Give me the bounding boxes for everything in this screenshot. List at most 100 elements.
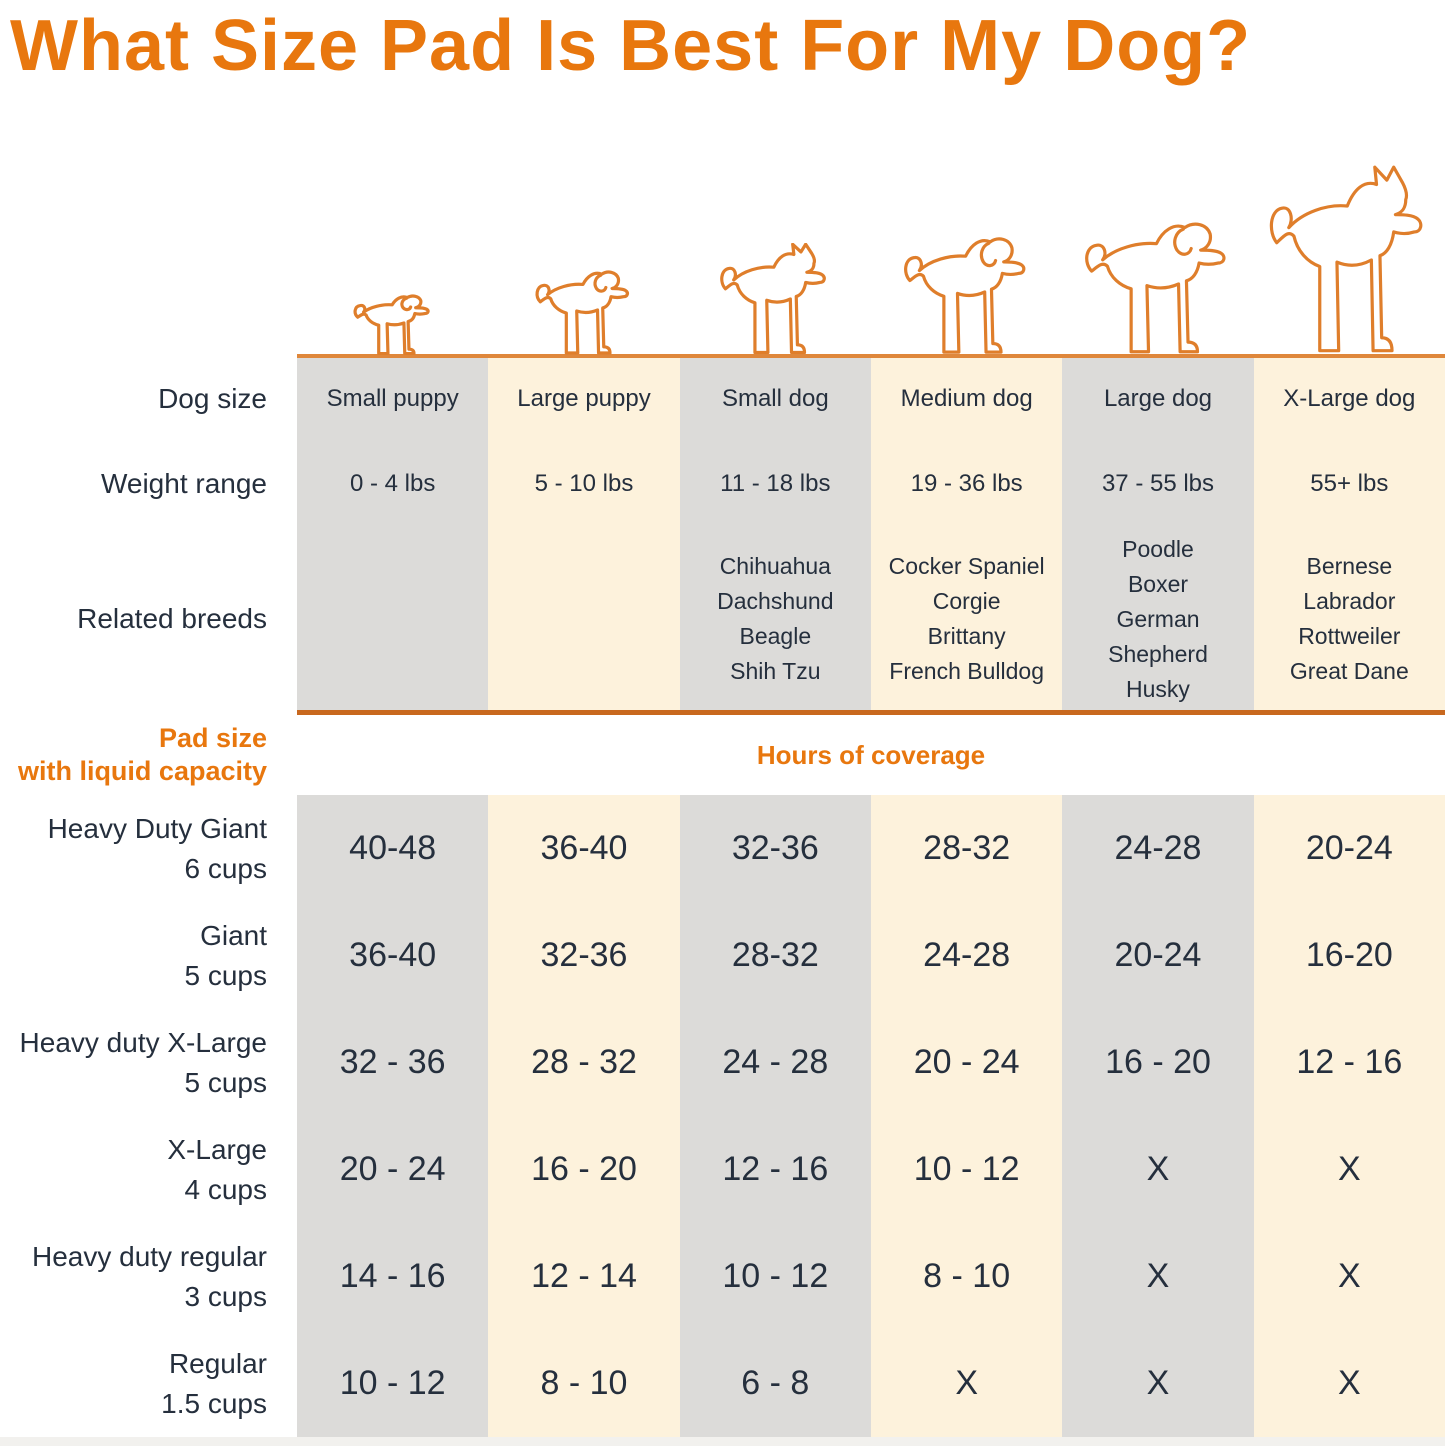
breed: French Bulldog [889, 658, 1044, 684]
hours-cell: 16 - 20 [1062, 1009, 1254, 1116]
dog-size-cell: Small puppy [297, 358, 489, 440]
breeds-cell [488, 528, 680, 710]
breeds-cell [297, 528, 489, 710]
pad-row-label: Heavy Duty Giant 6 cups [0, 795, 297, 902]
xlarge-dog-great-dane-icon [1263, 165, 1435, 355]
breeds-cell: Cocker Spaniel Corgie Brittany French Bu… [870, 528, 1063, 710]
hours-cell: 10 - 12 [297, 1330, 489, 1437]
breed: Cocker Spaniel [888, 553, 1045, 579]
breeds-cell: Poodle Boxer German Shepherd Husky [1062, 528, 1254, 710]
dog-slot [871, 229, 1062, 354]
related-breeds-row-label: Related breeds [0, 528, 297, 710]
page-title: What Size Pad Is Best For My Dog? [10, 6, 1252, 86]
hours-cell: X [1253, 1223, 1445, 1330]
pad-row-label: X-Large 4 cups [0, 1116, 297, 1223]
hours-cell: 8 - 10 [488, 1330, 680, 1437]
weight-range-cell: 11 - 18 lbs [679, 440, 871, 528]
hours-cell: 32-36 [679, 795, 871, 902]
hours-cell: 20-24 [1253, 795, 1445, 902]
dog-baseline [297, 92, 1445, 358]
breed: Chihuahua [719, 553, 831, 579]
hours-cell: 20 - 24 [870, 1009, 1063, 1116]
hours-cell: X [1253, 1116, 1445, 1223]
hours-cell: 8 - 10 [870, 1223, 1063, 1330]
hours-cell: X [1253, 1330, 1445, 1437]
hours-cell: X [870, 1330, 1063, 1437]
hours-cell: 14 - 16 [297, 1223, 489, 1330]
hours-cell: 28-32 [679, 902, 871, 1009]
hours-cell: 36-40 [488, 795, 680, 902]
pad-size-column-header: Pad size with liquid capacity [0, 722, 297, 788]
breed: German [1116, 605, 1200, 632]
hours-cell: 32-36 [488, 902, 680, 1009]
dog-slot [297, 291, 488, 355]
pad-capacity: 5 cups [184, 1066, 268, 1098]
dog-size-cell: Medium dog [870, 358, 1063, 440]
pad-name: Giant [200, 919, 267, 951]
dog-info-section: Dog size Small puppy Large puppy Small d… [0, 358, 1445, 710]
hours-cell: 16-20 [1253, 902, 1445, 1009]
dog-illustrations-row [0, 92, 1445, 358]
divider-line [297, 710, 1445, 715]
breed: Husky [1126, 675, 1190, 702]
pad-capacity: 4 cups [184, 1173, 268, 1205]
small-dog-chihuahua-icon [716, 243, 834, 355]
hours-cell: 20-24 [1062, 902, 1254, 1009]
medium-dog-spaniel-icon [899, 229, 1035, 355]
hours-cell: 24-28 [870, 902, 1063, 1009]
hours-cell: 28-32 [870, 795, 1063, 902]
breed: Labrador [1303, 588, 1396, 614]
weight-range-cell: 5 - 10 lbs [488, 440, 680, 528]
weight-range-row-label: Weight range [0, 440, 297, 528]
breed: Poodle [1122, 535, 1194, 562]
section-divider [0, 710, 1445, 715]
breed: Boxer [1127, 570, 1189, 597]
dog-size-cell: Large dog [1062, 358, 1254, 440]
hours-cell: 12 - 16 [679, 1116, 871, 1223]
breed: Beagle [739, 623, 812, 649]
pad-row-label: Giant 5 cups [0, 902, 297, 1009]
dog-slot [1062, 213, 1253, 354]
pad-name: Heavy Duty Giant [47, 812, 267, 844]
breeds-cell: Bernese Labrador Rottweiler Great Dane [1253, 528, 1445, 710]
hours-cell: 12 - 16 [1253, 1009, 1445, 1116]
pad-capacity: 6 cups [184, 852, 268, 884]
dog-size-cell: X-Large dog [1253, 358, 1445, 440]
title-band: What Size Pad Is Best For My Dog? [0, 0, 1445, 92]
pad-row-label: Regular 1.5 cups [0, 1330, 297, 1437]
hours-cell: 16 - 20 [488, 1116, 680, 1223]
breed: Shih Tzu [730, 658, 821, 684]
pad-name: Heavy duty X-Large [19, 1026, 267, 1058]
hours-cell: 20 - 24 [297, 1116, 489, 1223]
small-puppy-dog-icon [353, 294, 430, 355]
pad-name: Regular [168, 1347, 267, 1379]
hours-cell: 24 - 28 [679, 1009, 871, 1116]
hours-cell: 40-48 [297, 795, 489, 902]
pad-size-header-line1: Pad size [158, 723, 267, 753]
large-puppy-dog-icon [535, 270, 630, 355]
dog-slot [488, 265, 679, 355]
hours-cell: 10 - 12 [679, 1223, 871, 1330]
breed: Brittany [927, 623, 1006, 649]
pad-row-label: Heavy duty X-Large 5 cups [0, 1009, 297, 1116]
pad-size-header-line2: with liquid capacity [17, 756, 267, 786]
coverage-table: Heavy Duty Giant 6 cups 40-48 36-40 32-3… [0, 795, 1445, 1437]
breeds-cell: Chihuahua Dachshund Beagle Shih Tzu [679, 528, 871, 710]
pad-name: Heavy duty regular [31, 1240, 267, 1272]
hours-cell: 12 - 14 [488, 1223, 680, 1330]
pad-row-label: Heavy duty regular 3 cups [0, 1223, 297, 1330]
dog-size-row-label: Dog size [0, 358, 297, 440]
hours-cell: X [1062, 1223, 1254, 1330]
hours-cell: 6 - 8 [679, 1330, 871, 1437]
weight-range-cell: 55+ lbs [1253, 440, 1445, 528]
breed: Corgie [932, 588, 1001, 614]
breed: Shepherd [1108, 640, 1208, 667]
hours-header-band: Pad size with liquid capacity Hours of c… [0, 715, 1445, 795]
hours-cell: 28 - 32 [488, 1009, 680, 1116]
bottom-edge-strip [0, 1437, 1445, 1446]
hours-cell: 36-40 [297, 902, 489, 1009]
breed: Rottweiler [1298, 623, 1401, 649]
dog-slot [680, 243, 871, 354]
hours-cell: X [1062, 1330, 1254, 1437]
